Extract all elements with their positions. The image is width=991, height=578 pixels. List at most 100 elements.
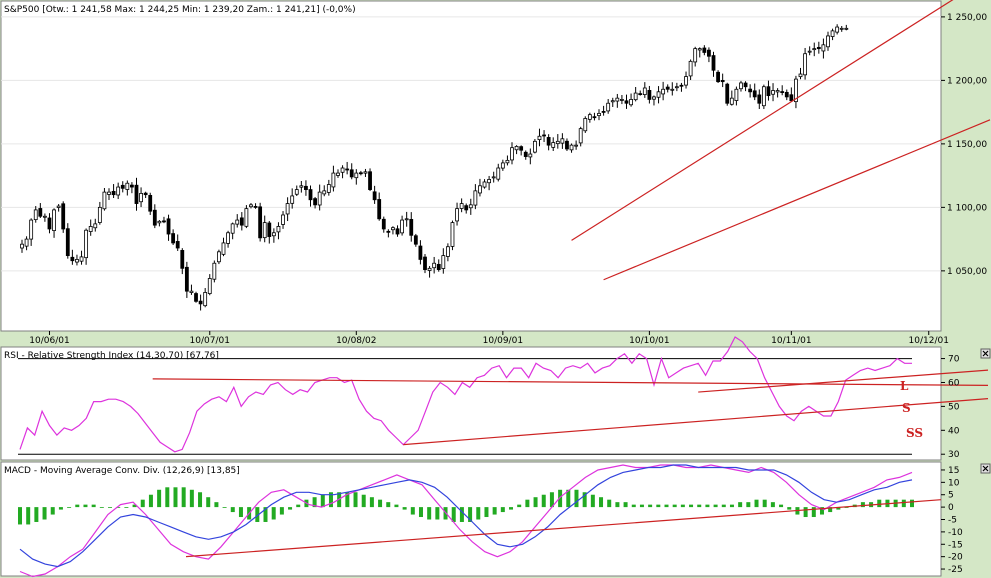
macd-signal-line [19,464,913,568]
macd-histogram-bar [468,507,473,522]
candle-body [97,206,102,223]
candle-body [116,186,121,196]
candle-body [638,93,643,95]
candle-body [565,140,569,150]
macd-histogram-bar [729,504,734,508]
rsi-trend-line [152,378,989,387]
candle-body [313,198,317,206]
macd-histogram-bar [828,507,833,513]
candle-body [775,90,780,93]
macd-histogram-bar [263,507,268,522]
candle-body [807,50,812,53]
rsi-close-button[interactable] [980,348,991,359]
macd-histogram-bar [721,504,726,508]
macd-histogram-bar [631,504,636,508]
macd-histogram-bar [787,507,792,510]
candle-body [363,171,368,174]
price-x-axis: 10/06/01 10/07/01 10/08/02 10/09/01 10/10/01… [29,331,949,346]
candle-body [826,35,830,48]
price-x-tick-label: 10/07/01 [190,336,230,346]
macd-histogram-bar [328,492,333,508]
macd-histogram-bar [148,494,153,508]
candle-body [391,227,395,231]
macd-histogram-bar [75,504,80,508]
macd-histogram-bar [680,504,685,508]
macd-trend-line [185,499,942,558]
candle-body [88,226,93,232]
candle-body [510,147,514,161]
candle-body [661,88,666,95]
candle-body [482,181,487,188]
candle-body [386,230,391,233]
candle-body [711,55,716,71]
price-trend-line [571,0,954,241]
macd-histogram-bar [132,504,137,508]
macd-histogram-bar [296,504,301,508]
price-y-tick-label: 1 250,00 [947,13,987,23]
candle-body [130,184,134,188]
macd-y-tick-label: -25 [948,565,963,575]
macd-histogram-bar [533,497,538,508]
price-trend-lines [571,0,991,281]
macd-histogram-bar [50,507,55,515]
candle-body [491,176,496,179]
candle-body [372,191,377,201]
macd-histogram-bar [288,507,293,510]
candle-body [487,179,492,184]
candle-body [771,90,775,95]
macd-histogram-bar [189,489,194,508]
candle-body [244,208,249,227]
price-x-tick-label: 10/06/01 [29,336,69,346]
candle-body [20,243,24,249]
macd-histogram-bar [378,499,383,508]
rsi-y-tick-label: 60 [948,378,960,388]
close-icon [982,350,989,357]
candle-body [358,172,363,175]
candle-body [725,83,730,104]
candle-body [326,184,331,193]
candle-body [336,172,340,176]
candle-body [674,86,679,89]
candle-body [253,206,258,208]
candle-body [267,222,272,237]
candle-body [560,138,565,144]
candle-body [409,218,414,236]
candle-body [381,218,386,230]
candle-body [189,290,194,293]
price-x-tick-label: 10/09/01 [483,336,523,346]
candle-body [615,97,620,102]
macd-histogram-bar [230,507,235,513]
candle-body [75,259,79,263]
macd-histogram-bar [590,494,595,508]
rsi-y-tick-label: 50 [948,402,960,412]
candle-body [656,91,661,98]
candle-body [478,185,482,194]
candle-body [24,238,29,247]
macd-histogram-bar [451,507,456,522]
candle-body [729,97,734,105]
candle-body [445,246,450,257]
macd-histogram-bar [34,507,39,522]
candle-body [780,91,785,93]
candle-body [537,135,542,140]
macd-histogram-bar [435,507,440,520]
macd-histogram-bar [181,487,186,508]
candle-body [143,192,148,196]
rsi-plot-area [0,346,942,461]
macd-histogram-bar [599,497,604,508]
candle-body [624,100,629,104]
macd-histogram-bar [525,499,530,508]
candle-body [546,137,551,146]
macd-histogram-bar [255,507,260,522]
candle-body [505,159,510,164]
macd-histogram-bar [116,507,121,508]
macd-histogram-bar [386,502,391,508]
macd-close-button[interactable] [980,463,991,474]
candle-body [203,292,208,307]
candle-body [523,151,528,157]
macd-histogram-bar [279,507,284,515]
price-x-tick-label: 10/11/01 [771,336,811,346]
macd-histogram-bar [108,507,113,508]
macd-histogram-bar [689,504,694,508]
price-candles [20,24,849,311]
